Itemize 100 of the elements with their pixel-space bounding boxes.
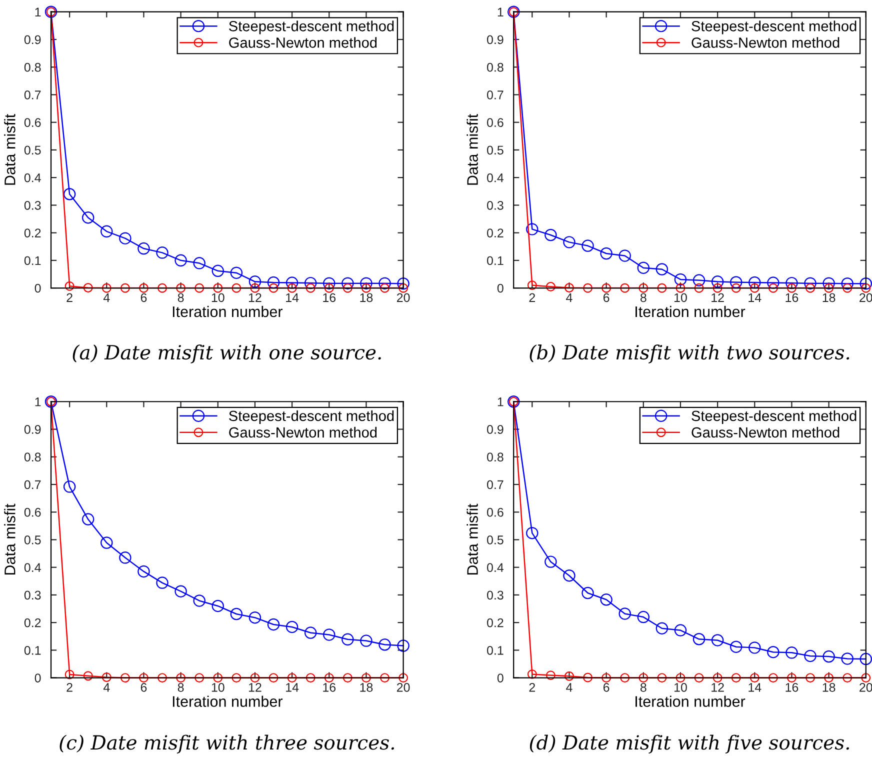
point	[248, 611, 262, 624]
y-axis-title: Data misfit	[4, 504, 16, 575]
y-tick-label: 0.7	[487, 480, 504, 490]
point	[694, 673, 704, 683]
y-tick-label: 1	[35, 8, 41, 16]
point	[342, 633, 354, 646]
x-tick-label: 2	[66, 293, 72, 302]
y-tick-label: 0.2	[487, 228, 504, 238]
point	[83, 283, 93, 292]
point	[787, 673, 796, 683]
y-tick-label: 0.9	[24, 425, 41, 434]
y-tick-label: 0.8	[24, 62, 41, 72]
legend-label: Steepest-descent method	[229, 20, 394, 34]
y-tick-label: 0.1	[24, 256, 41, 266]
point	[306, 283, 316, 293]
point	[176, 283, 186, 293]
x-tick-label: 16	[323, 682, 336, 692]
point	[213, 283, 223, 293]
point	[731, 283, 741, 293]
point	[676, 673, 686, 683]
y-tick-label: 0.1	[487, 646, 504, 655]
point	[304, 276, 317, 290]
y-tick-label: 0.1	[24, 646, 41, 655]
point	[342, 283, 352, 293]
x-axis-title: Iteration number	[172, 696, 283, 707]
y-tick-label: 0.2	[24, 228, 41, 238]
point	[287, 283, 297, 293]
y-tick-label: 0.3	[487, 590, 504, 600]
point	[158, 673, 167, 683]
x-tick-label: 8	[640, 682, 646, 692]
point	[620, 283, 630, 293]
x-tick-label: 8	[640, 293, 646, 302]
point	[397, 640, 410, 652]
point	[712, 283, 722, 293]
point	[250, 283, 260, 293]
y-axis-title: Data misfit	[466, 504, 478, 575]
x-tick-label: 20	[860, 682, 872, 692]
point	[230, 608, 243, 620]
x-tick-label: 18	[360, 293, 373, 302]
x-tick-label: 10	[212, 293, 224, 302]
point	[861, 283, 871, 293]
point	[304, 626, 317, 639]
x-tick-label: 14	[748, 293, 762, 302]
y-tick-label: 0	[497, 284, 504, 293]
x-tick-label: 4	[103, 683, 110, 692]
point	[83, 671, 93, 681]
point	[656, 622, 668, 634]
point	[692, 633, 706, 646]
legend-label: Steepest-descent method	[692, 410, 856, 424]
point	[232, 673, 242, 683]
point	[563, 570, 576, 582]
x-tick-label: 12	[712, 293, 724, 302]
point	[786, 646, 798, 659]
point	[63, 188, 76, 200]
x-tick-label: 10	[674, 682, 687, 692]
point	[82, 513, 94, 526]
point	[378, 638, 391, 651]
y-tick-label: 0.7	[24, 480, 41, 490]
point	[600, 594, 612, 606]
point	[750, 673, 760, 683]
point	[138, 242, 150, 255]
x-tick-label: 18	[822, 293, 836, 302]
y-tick-label: 0.6	[487, 508, 504, 517]
x-tick-label: 2	[529, 293, 535, 302]
point	[618, 608, 631, 620]
x-tick-label: 6	[140, 682, 147, 692]
point	[637, 610, 650, 624]
x-tick-label: 18	[360, 682, 373, 692]
point	[806, 673, 815, 683]
x-axis-title: Iteration number	[172, 306, 283, 318]
x-tick-label: 12	[248, 293, 262, 302]
y-tick-label: 0	[497, 674, 504, 682]
y-tick-label: 1	[498, 398, 504, 406]
point	[657, 283, 667, 293]
point	[860, 652, 872, 666]
point	[360, 634, 372, 647]
point	[602, 283, 612, 293]
legend-label: Gauss-Newton method	[229, 426, 377, 438]
text: (c) Date misfit with three sources.	[60, 734, 394, 754]
point	[193, 257, 206, 270]
y-tick-label: 0.3	[487, 200, 504, 210]
point	[194, 283, 204, 293]
point	[323, 277, 336, 290]
text: (b) Date misfit with two sources.	[530, 344, 850, 364]
point	[824, 283, 834, 293]
point	[544, 556, 557, 568]
point	[119, 552, 132, 564]
y-tick-label: 0.4	[487, 563, 504, 572]
y-axis-title: Data misfit	[4, 114, 16, 185]
point	[582, 240, 594, 252]
point	[174, 254, 187, 267]
y-axis-title: Data misfit	[466, 114, 478, 185]
point	[212, 264, 224, 278]
point	[824, 673, 834, 683]
point	[674, 273, 687, 286]
point	[194, 673, 204, 683]
point	[120, 673, 130, 683]
point	[398, 673, 408, 683]
y-tick-label: 0.6	[24, 508, 41, 517]
x-tick-label: 14	[748, 683, 762, 692]
